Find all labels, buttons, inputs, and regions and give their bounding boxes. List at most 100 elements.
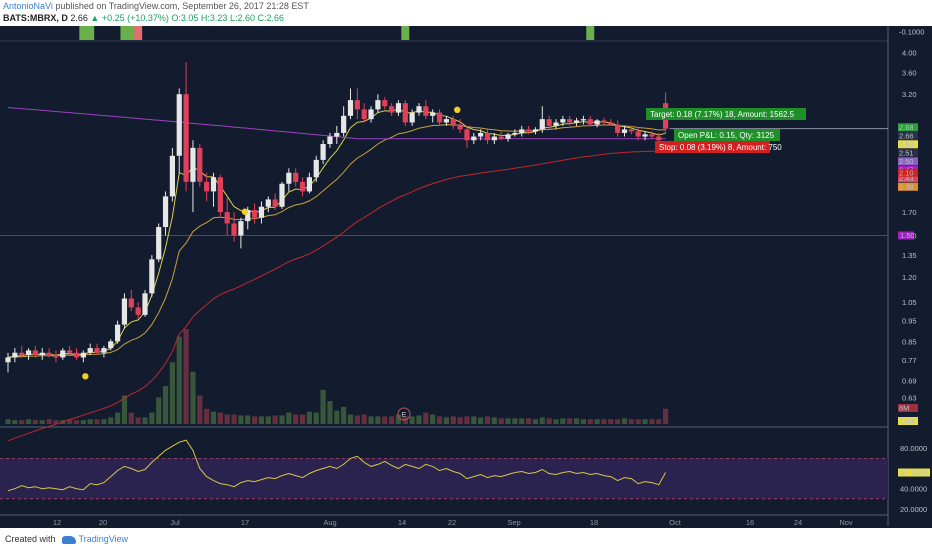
candle-body: [519, 129, 525, 133]
candle-body: [162, 196, 169, 227]
candle-body: [142, 293, 148, 315]
volume-bar: [341, 406, 347, 424]
publish-text: published on TradingView.com, September …: [55, 1, 309, 11]
volume-bar: [272, 415, 278, 424]
volume-bar: [217, 412, 223, 424]
price-tick-label: 0.69: [902, 376, 917, 385]
volume-bar: [128, 412, 134, 424]
candle-body: [5, 357, 11, 363]
candle-body: [347, 100, 354, 116]
candle-body: [245, 209, 251, 222]
volume-bar: [464, 416, 470, 424]
volume-bar: [231, 414, 237, 424]
candle-body: [210, 177, 217, 192]
candle-body: [53, 355, 59, 358]
volume-bar: [135, 417, 141, 424]
rsi-tick-label: 20.0000: [900, 505, 927, 514]
candle-body: [457, 125, 463, 130]
candle-body: [265, 199, 271, 207]
candle-body: [375, 100, 381, 110]
volume-bar: [46, 419, 52, 424]
chart-header: AntonioNaVi published on TradingView.com…: [0, 0, 932, 26]
author-link[interactable]: AntonioNaVi: [3, 1, 53, 11]
candle-body: [491, 136, 497, 141]
signal-marker-up: [79, 26, 88, 40]
price-badge: [898, 182, 918, 191]
price-badge-label: -0.1000: [899, 28, 924, 37]
volume-bar: [368, 416, 374, 424]
candle-body: [587, 119, 593, 125]
volume-bar: [183, 329, 189, 424]
volume-bar: [519, 418, 525, 424]
candle-body: [108, 341, 114, 349]
price-tick-label: 0.77: [902, 356, 917, 365]
volume-bar: [286, 412, 292, 424]
volume-bar: [498, 418, 504, 424]
candle-body: [176, 94, 182, 156]
rsi-value-badge: [898, 468, 930, 477]
volume-bar: [484, 416, 491, 424]
volume-bar: [245, 415, 251, 424]
signal-dot: [454, 106, 461, 114]
volume-bar: [587, 419, 593, 424]
target-label: Target: 0.18 (7.17%) 18, Amount: 1562.5: [650, 110, 795, 119]
time-tick-label: 22: [448, 518, 456, 527]
up-arrow-icon: ▲: [90, 13, 100, 23]
volume-bar: [608, 419, 614, 424]
candle-body: [389, 106, 395, 113]
price-tick-label: 1.20: [902, 273, 917, 282]
volume-bar: [416, 415, 422, 424]
volume-bar: [265, 416, 271, 424]
level-badge-label: 1.50: [900, 231, 915, 240]
volume-bar: [430, 414, 436, 424]
volume-bar: [601, 419, 607, 424]
volume-bar: [436, 416, 443, 424]
symbol-label[interactable]: BATS:MBRX, D: [3, 13, 68, 23]
candle-body: [156, 226, 162, 260]
candle-body: [484, 132, 491, 141]
volume-bar: [663, 408, 669, 424]
candle-body: [436, 112, 443, 123]
candle-body: [341, 115, 347, 133]
candle-body: [443, 119, 449, 123]
price-badge-label: 2.38: [899, 182, 914, 191]
candle-body: [197, 147, 203, 182]
price-tick-label: 1.70: [902, 208, 917, 217]
volume-bar: [478, 417, 484, 424]
time-tick-label: 17: [241, 518, 249, 527]
signal-marker-up: [86, 26, 95, 40]
volume-bar: [375, 416, 381, 424]
volume-bar: [293, 414, 299, 424]
tradingview-brand[interactable]: TradingView: [78, 534, 129, 544]
change-value: +0.25 (+10.37%): [101, 13, 169, 23]
volume-bar: [101, 419, 107, 424]
candle-body: [258, 206, 265, 218]
candle-body: [293, 172, 299, 182]
volume-bar: [53, 420, 59, 424]
earnings-label: E: [401, 410, 406, 419]
candle-body: [608, 122, 614, 125]
candle-body: [656, 136, 662, 141]
price-chart[interactable]: E Target: 0.18 (7.17%) 18, Amount: 1562.5…: [0, 26, 932, 528]
candle-body: [320, 144, 326, 160]
candle-body: [272, 199, 278, 207]
candle-body: [430, 112, 436, 116]
candle-body: [238, 221, 244, 236]
candle-body: [101, 348, 107, 353]
price-tick-label: 0.63: [902, 393, 917, 402]
target-box: [646, 108, 806, 120]
volume-bar: [553, 419, 559, 424]
candle-body: [423, 106, 429, 116]
candle-body: [560, 119, 566, 123]
candle-body: [135, 307, 141, 315]
volume-bar: [121, 395, 128, 424]
candle-body: [354, 100, 360, 110]
volume-bar: [567, 418, 573, 424]
volume-bar: [594, 419, 600, 424]
signal-marker-up: [127, 26, 136, 40]
volume-bar: [252, 416, 258, 424]
time-tick-label: 24: [794, 518, 802, 527]
volume-bar: [32, 420, 38, 424]
volume-bar: [505, 418, 511, 424]
volume-bar: [197, 395, 203, 424]
